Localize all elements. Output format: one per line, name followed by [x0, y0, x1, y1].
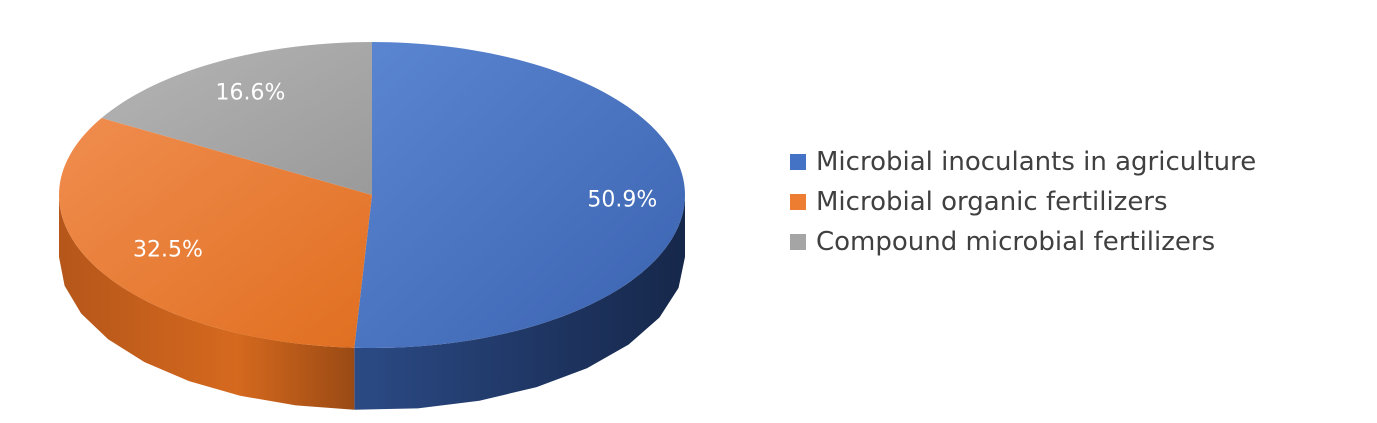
pie-side-organic-fertilizers	[59, 195, 355, 410]
legend-swatch-microbial-inoculants	[790, 154, 806, 170]
legend-label-compound-fertilizers: Compound microbial fertilizers	[816, 227, 1216, 257]
pie-tops	[59, 42, 685, 348]
data-label-microbial-inoculants: 50.9%	[587, 188, 657, 213]
pie-slice-compound-fertilizers	[101, 42, 372, 195]
legend-item-microbial-inoculants: Microbial inoculants in agriculture	[790, 142, 1256, 182]
legend-item-compound-fertilizers: Compound microbial fertilizers	[790, 222, 1256, 262]
legend-label-microbial-inoculants: Microbial inoculants in agriculture	[816, 147, 1257, 177]
pie-slice-microbial-inoculants	[354, 42, 685, 348]
data-label-compound-fertilizers: 16.6%	[215, 81, 285, 106]
legend-label-organic-fertilizers: Microbial organic fertilizers	[816, 187, 1168, 217]
legend-swatch-compound-fertilizers	[790, 234, 806, 250]
pie-side-microbial-inoculants	[354, 195, 685, 410]
pie-sides	[59, 195, 685, 410]
legend-swatch-organic-fertilizers	[790, 194, 806, 210]
pie-data-labels: 50.9% 32.5% 16.6%	[133, 81, 657, 263]
data-label-organic-fertilizers: 32.5%	[133, 238, 203, 263]
legend-item-organic-fertilizers: Microbial organic fertilizers	[790, 182, 1256, 222]
pie-slice-organic-fertilizers	[59, 117, 372, 348]
legend: Microbial inoculants in agriculture Micr…	[790, 142, 1256, 262]
